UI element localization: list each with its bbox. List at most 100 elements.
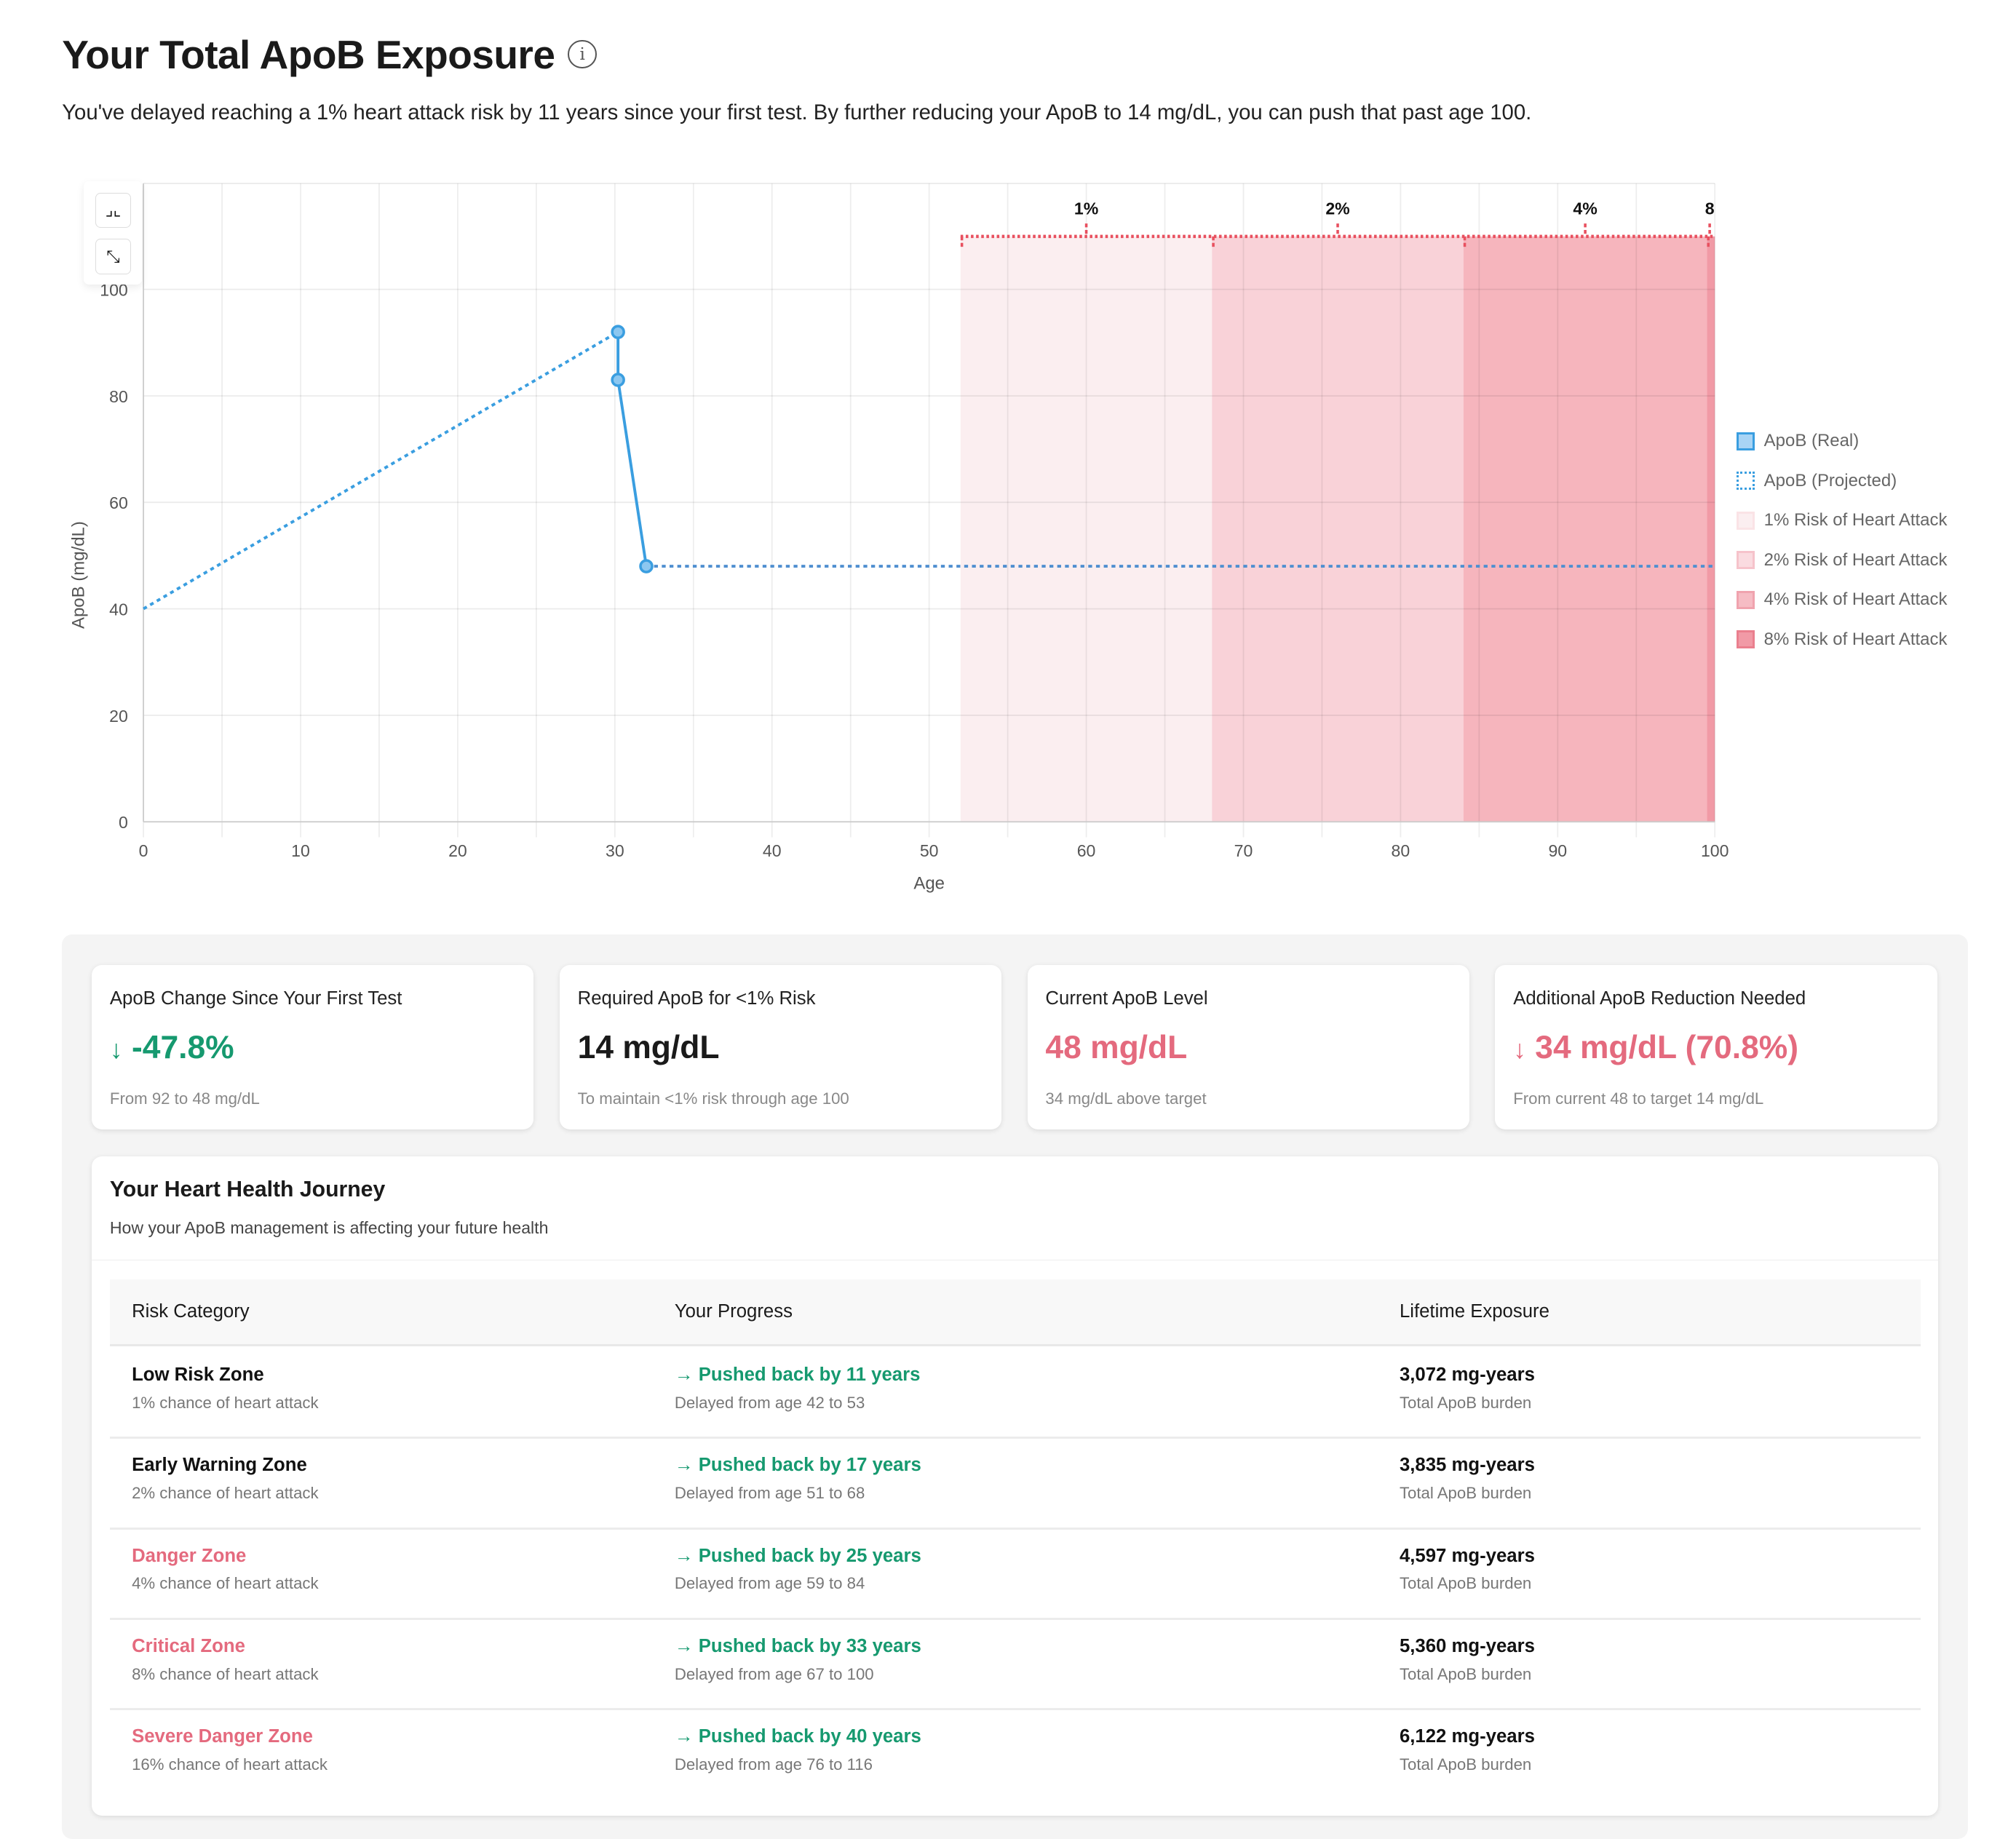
progress-text: Pushed back by 11 years — [698, 1364, 921, 1385]
summary-panel: ApoB Change Since Your First Test ↓ -47.… — [62, 934, 1969, 1839]
apob-chart[interactable]: 1% 2% 4% 80 10 20 30 40 50 60 70 80 90 10002040608010… — [0, 155, 2016, 930]
progress-text: Pushed back by 17 years — [698, 1455, 921, 1476]
legend-item-risk-1[interactable]: 1% Risk of Heart Attack — [1737, 501, 1947, 541]
zone-chance: 16% chance of heart attack — [132, 1755, 328, 1774]
zone-chance: 2% chance of heart attack — [132, 1483, 319, 1502]
exposure-cell: 3,835 mg-years Total ApoB burden — [1400, 1455, 1535, 1503]
x-tick-label: 50 — [920, 841, 939, 860]
projected-apob-line — [143, 330, 619, 611]
reset-zoom-button[interactable]: ⤡ — [95, 239, 131, 274]
delay-text: Delayed from age 67 to 100 — [674, 1664, 874, 1683]
card-subtext: To maintain <1% risk through age 100 — [577, 1089, 849, 1108]
zone-name: Severe Danger Zone — [132, 1726, 313, 1747]
zone-name: Low Risk Zone — [132, 1364, 264, 1385]
legend-label: 1% Risk of Heart Attack — [1763, 510, 1948, 531]
delay-text: Delayed from age 59 to 84 — [674, 1574, 865, 1593]
x-tick-label: 80 — [1392, 841, 1410, 860]
legend-swatch — [1737, 630, 1755, 649]
progress-text: Pushed back by 33 years — [698, 1635, 921, 1656]
card-required-apob: Required ApoB for <1% Risk 14 mg/dL To m… — [559, 965, 1002, 1129]
chart-toolbar: ⌟⌞ ⤡ — [84, 180, 143, 285]
card-value: 48 mg/dL — [1045, 1030, 1188, 1066]
exposure-cell: 5,360 mg-years Total ApoB burden — [1400, 1636, 1535, 1684]
apob-data-point — [611, 325, 625, 340]
table-row: Danger Zone 4% chance of heart attack → Pu… — [109, 1528, 1921, 1621]
exposure-value: 5,360 mg-years — [1399, 1635, 1535, 1656]
progress-cell: → Pushed back by 40 years Delayed from ag… — [675, 1726, 921, 1774]
section-subtitle: How your ApoB management is affecting yo… — [109, 1218, 549, 1238]
card-current-apob: Current ApoB Level 48 mg/dL 34 mg/dL abo… — [1027, 965, 1469, 1129]
column-header: Risk Category — [132, 1300, 250, 1322]
progress-text: Pushed back by 25 years — [698, 1545, 921, 1566]
y-tick-label: 20 — [109, 707, 128, 726]
x-tick-label: 30 — [606, 841, 624, 860]
column-header: Your Progress — [674, 1300, 793, 1322]
card-value: 14 mg/dL — [577, 1030, 720, 1066]
zoom-in-button[interactable]: ⌟⌞ — [95, 192, 131, 228]
card-subtext: From current 48 to target 14 mg/dL — [1513, 1089, 1764, 1108]
progress-cell: → Pushed back by 17 years Delayed from ag… — [675, 1455, 921, 1503]
exposure-cell: 3,072 mg-years Total ApoB burden — [1400, 1365, 1535, 1413]
legend-item-risk-2[interactable]: 2% Risk of Heart Attack — [1737, 540, 1947, 580]
table-row: Severe Danger Zone 16% chance of heart at… — [110, 1708, 1921, 1798]
risk-category-cell: Critical Zone 8% chance of heart attack — [132, 1636, 319, 1684]
risk-zone-4 — [1707, 236, 1715, 822]
card-value: ↓ 34 mg/dL (70.8%) — [1513, 1030, 1798, 1066]
y-tick-label: 80 — [109, 387, 128, 406]
risk-zone-label: 1% — [1074, 199, 1098, 218]
info-icon[interactable]: i — [568, 39, 597, 69]
arrow-right-icon: → — [674, 1545, 694, 1566]
arrow-right-icon: → — [674, 1726, 694, 1747]
card-title: ApoB Change Since Your First Test — [109, 988, 402, 1009]
card-title: Additional ApoB Reduction Needed — [1513, 988, 1806, 1009]
legend-swatch — [1737, 590, 1755, 609]
delay-text: Delayed from age 76 to 116 — [674, 1755, 873, 1774]
legend-swatch — [1737, 472, 1755, 490]
zone-chance: 4% chance of heart attack — [132, 1574, 319, 1593]
page-title: Your Total ApoB Exposure i — [62, 31, 597, 78]
y-axis-title: ApoB (mg/dL) — [68, 521, 88, 629]
risk-zone-3 — [1463, 236, 1707, 822]
card-additional-reduction: Additional ApoB Reduction Needed ↓ 34 mg… — [1495, 965, 1937, 1129]
exposure-value: 3,835 mg-years — [1399, 1455, 1535, 1476]
column-header: Lifetime Exposure — [1399, 1300, 1549, 1322]
card-title: Required ApoB for <1% Risk — [577, 988, 816, 1009]
zone-name: Danger Zone — [132, 1545, 247, 1566]
y-tick-label: 60 — [109, 493, 128, 512]
exposure-value: 4,597 mg-years — [1399, 1545, 1535, 1566]
risk-zone-label: 8 — [1705, 199, 1715, 218]
risk-category-cell: Severe Danger Zone 16% chance of heart at… — [132, 1726, 328, 1774]
legend-item-real[interactable]: ApoB (Real) — [1737, 421, 1947, 461]
apob-data-point — [639, 559, 654, 573]
page-title-text: Your Total ApoB Exposure — [62, 31, 555, 77]
card-subtext: From 92 to 48 mg/dL — [109, 1089, 260, 1108]
legend-item-projected[interactable]: ApoB (Projected) — [1737, 461, 1947, 501]
legend-label: 8% Risk of Heart Attack — [1763, 629, 1948, 649]
card-title: Current ApoB Level — [1045, 988, 1208, 1009]
legend-item-risk-4[interactable]: 4% Risk of Heart Attack — [1737, 580, 1947, 620]
arrow-down-icon: ↓ — [1513, 1035, 1526, 1065]
x-axis-title: Age — [913, 874, 945, 894]
delay-text: Delayed from age 51 to 68 — [674, 1483, 865, 1502]
x-tick-label: 40 — [763, 841, 782, 860]
apob-data-point — [611, 373, 625, 387]
risk-zone-1 — [960, 236, 1213, 822]
exposure-value: 3,072 mg-years — [1399, 1364, 1535, 1385]
legend-swatch — [1737, 551, 1755, 570]
arrow-down-icon: ↓ — [109, 1035, 123, 1065]
legend-swatch — [1737, 432, 1755, 450]
risk-category-cell: Early Warning Zone 2% chance of heart att… — [132, 1455, 319, 1503]
risk-zone-2 — [1212, 236, 1464, 822]
x-tick-label: 0 — [139, 841, 148, 860]
risk-category-cell: Low Risk Zone 1% chance of heart attack — [132, 1365, 319, 1413]
exposure-subtext: Total ApoB burden — [1399, 1393, 1532, 1412]
arrow-right-icon: → — [674, 1635, 694, 1656]
heart-health-journey: Your Heart Health Journey How your ApoB … — [92, 1156, 1939, 1816]
x-tick-label: 100 — [1701, 841, 1729, 860]
y-tick-label: 40 — [109, 600, 128, 619]
zone-chance: 8% chance of heart attack — [132, 1664, 319, 1683]
table-row: Early Warning Zone 2% chance of heart att… — [109, 1437, 1921, 1530]
exposure-subtext: Total ApoB burden — [1399, 1483, 1532, 1502]
legend-item-risk-8[interactable]: 8% Risk of Heart Attack — [1737, 619, 1947, 659]
